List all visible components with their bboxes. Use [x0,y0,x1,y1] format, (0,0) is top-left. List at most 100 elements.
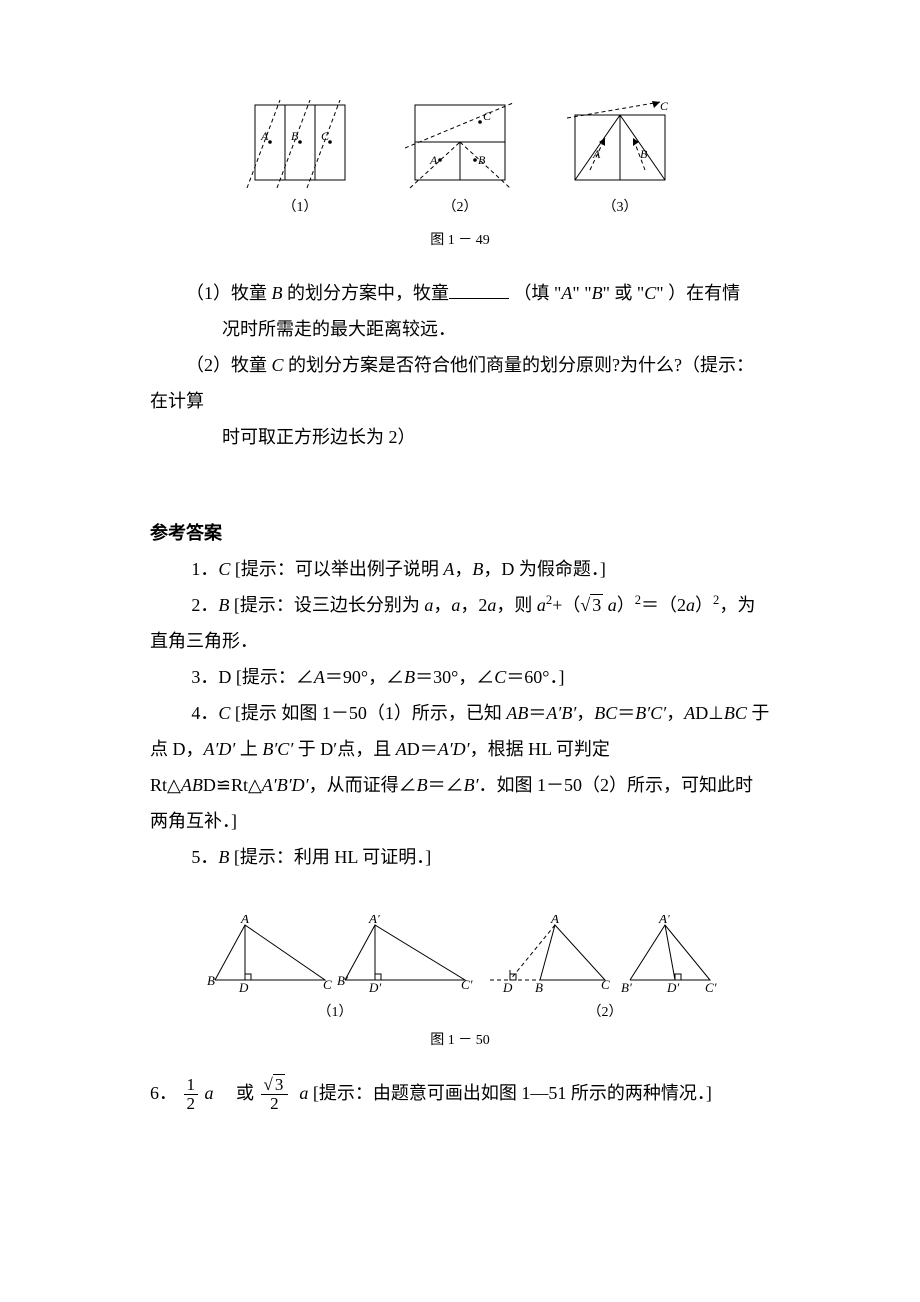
a4-ans: C [218,703,230,723]
a6-frac2: 32 [261,1076,289,1114]
question-2: （2）牧童 C 的划分方案是否符合他们商量的划分原则?为什么?（提示：在计算 [150,347,770,419]
a4-ApBpDp: A′B′D′ [262,775,309,795]
a1-s2: ，D 为假命题．] [483,559,606,579]
a2-s1: ， [433,595,451,615]
a4-s1: ， [576,703,594,723]
q1-B2: B [592,283,603,303]
a3-pre: 3．D [提示：∠ [191,667,314,687]
a4-eq1: ＝ [528,703,546,723]
a4-t6: D＝ [407,739,438,759]
a2-a5: a [608,595,617,615]
panel-3-svg: C A B [565,100,675,190]
q1-text-f: " ）在有情 [656,283,740,303]
a5-ans: B [218,847,229,867]
a2-t1: [提示：设三边长分别为 [229,595,424,615]
q1-text-c: （填 " [509,283,561,303]
a4-ApBp: A′B′ [546,703,576,723]
q1-B: B [272,283,283,303]
a2-eq: ＝（2 [641,595,686,615]
a6-a2: a [299,1083,308,1103]
q1-text-b: 的划分方案中，牧童 [283,283,450,303]
svg-text:B: B [478,153,486,167]
svg-text:A′: A′ [368,915,380,926]
a3-t1: ＝90°，∠ [325,667,404,687]
svg-text:A: A [240,915,249,926]
q1-A: A [561,283,572,303]
a6-rootnum: 3 [273,1074,286,1094]
svg-text:B: B [535,980,543,995]
question-1: （1）牧童 B 的划分方案中，牧童 （填 "A" "B" 或 "C" ）在有情 [150,275,770,311]
question-1-line2: 况时所需走的最大距离较远． [150,311,770,347]
panel-3-caption: （3） [565,194,675,222]
svg-text:D′: D′ [368,980,381,995]
a4-pre: 4． [191,703,218,723]
a5-post: [提示：利用 HL 可证明．] [229,847,431,867]
q2-text-a: （2）牧童 [186,355,272,375]
q1-blank[interactable] [449,298,509,299]
question-2-line2: 时可取正方形边长为 2） [150,419,770,455]
a6-post: [提示：由题意可画出如图 1—51 所示的两种情况．] [313,1083,712,1103]
a6-den2: 2 [261,1095,289,1114]
a4-AD2: A [396,739,407,759]
a4-BC: BC [594,703,617,723]
panel-3: C A B （3） [565,100,675,222]
svg-text:B: B [291,129,299,143]
tri-group-1: A B C D A′ B′ C′ D′ （1） [195,915,475,1027]
a6-a1: a [205,1083,214,1103]
a3-C: C [494,667,506,687]
q2-C: C [272,355,284,375]
a4-eq2: ＝ [617,703,635,723]
a2-root: 3 [590,594,603,615]
a1-B: B [472,559,483,579]
q1-text-d: " " [572,283,591,303]
a4-t2: D⊥ [695,703,724,723]
svg-text:C′: C′ [461,977,473,992]
a1-A: A [443,559,454,579]
answer-2: 2．B [提示：设三边长分别为 a，a，2a，则 a2+（3 a）2＝（2a）2… [150,587,770,659]
a6-num1: 1 [184,1076,199,1096]
a4-t5: 于 D′点，且 [293,739,395,759]
a2-a4: a [537,595,546,615]
tri-group-2: A B C D A′ B′ C′ D′ （2） [485,915,725,1027]
triangle-2: A′ B′ C′ D′ [335,915,475,995]
panel-1-svg: A B C [245,100,355,190]
panel-2-svg: C A B [405,100,515,190]
a4-t1: [提示 如图 1－50（1）所示，已知 [230,703,506,723]
a1-pre: 1． [191,559,218,579]
svg-text:A′: A′ [658,915,670,926]
a4-AD: A [684,703,695,723]
a2-rp: ） [617,595,635,615]
triangle-1: A B C D [195,915,335,995]
a4-s2: ， [666,703,684,723]
panel-2-caption: （2） [405,194,515,222]
a4-BpCp2: B′C′ [262,739,293,759]
a4-BpCp: B′C′ [635,703,666,723]
figure-1-49-caption: 图 1 － 49 [150,227,770,255]
svg-text:C′: C′ [705,980,717,995]
figure-1-50-caption: 图 1 － 50 [150,1027,770,1055]
svg-text:C: C [323,977,332,992]
a4-t4: 上 [235,739,262,759]
svg-text:B′: B′ [621,980,632,995]
answer-4: 4．C [提示 如图 1－50（1）所示，已知 AB＝A′B′，BC＝B′C′，… [150,695,770,839]
q1-text-e: " 或 " [603,283,645,303]
tri-sub1-caption: （1） [318,999,353,1027]
a3-B: B [404,667,415,687]
a2-t2: ，则 [496,595,537,615]
answer-6: 6． 1 2 a 或 32 a [提示：由题意可画出如图 1—51 所示的两种情况… [150,1075,770,1114]
svg-text:A: A [260,129,269,143]
svg-text:A: A [429,153,438,167]
panel-1: A B C （1） [245,100,355,222]
a3-t2: ＝30°，∠ [415,667,494,687]
a6-pre: 6． [150,1083,177,1103]
a6-num2: 3 [261,1076,289,1096]
svg-text:D′: D′ [666,980,679,995]
a6-or: 或 [218,1083,259,1103]
a1-post: [提示：可以举出例子说明 [230,559,443,579]
answer-1: 1．C [提示：可以举出例子说明 A，B，D 为假命题．] [150,551,770,587]
a4-ApDp: A′D′ [204,739,236,759]
a2-sqrt-sign [580,595,590,615]
a4-t8: D≌Rt△ [203,775,262,795]
a4-BC2: BC [724,703,747,723]
a5-pre: 5． [191,847,218,867]
